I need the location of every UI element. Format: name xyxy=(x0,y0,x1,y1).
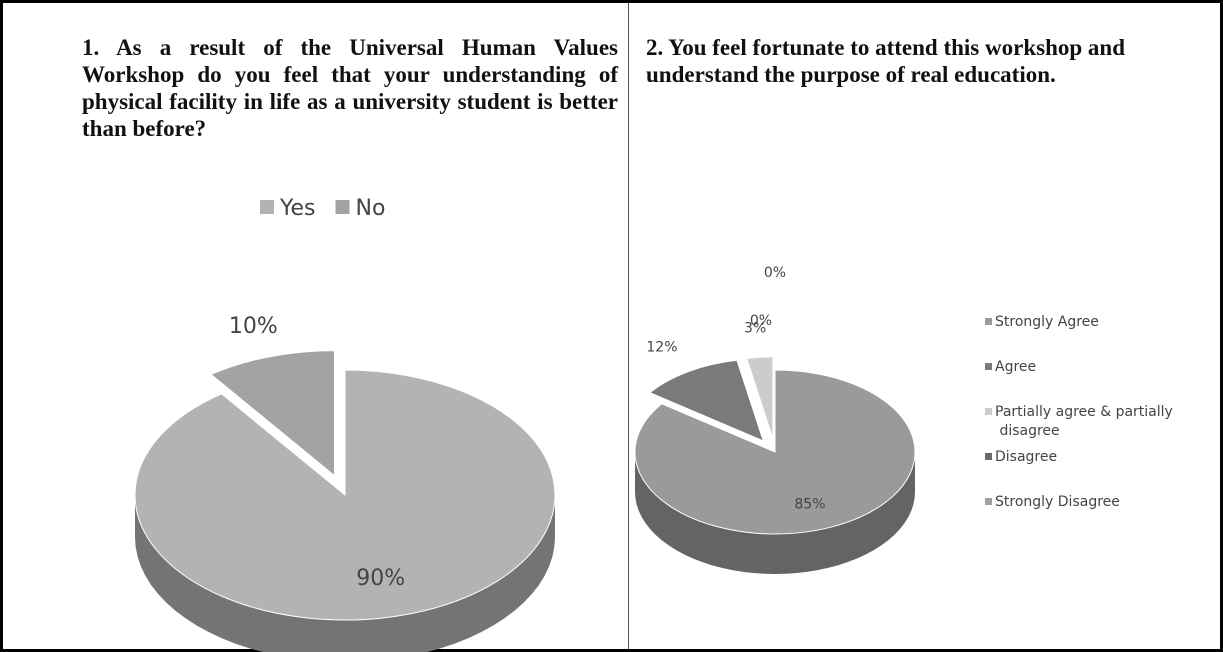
data-label: 12% xyxy=(646,339,677,355)
legend-swatch xyxy=(985,363,992,370)
legend-swatch xyxy=(260,200,274,214)
legend-swatch xyxy=(985,408,992,415)
pie-slice xyxy=(210,350,335,477)
data-label: 10% xyxy=(229,314,278,339)
pie-slice xyxy=(746,356,774,440)
data-label: 3% xyxy=(744,321,766,337)
legend-swatch xyxy=(985,453,992,460)
legend-label: Yes xyxy=(279,196,316,221)
legend-label: Strongly Agree xyxy=(995,314,1099,330)
legend-label: Strongly Disagree xyxy=(995,494,1120,510)
legend-swatch xyxy=(985,498,992,505)
pie-slice-side xyxy=(135,495,555,652)
legend-swatch xyxy=(985,318,992,325)
pie-slice xyxy=(648,359,765,442)
chart-title: 2. You feel fortunate to attend this wor… xyxy=(646,35,1125,87)
divider xyxy=(628,3,629,649)
pie-slice-side xyxy=(635,452,915,574)
pie-slice xyxy=(634,369,916,535)
data-label: 0% xyxy=(764,265,786,281)
legend-label: No xyxy=(356,196,386,221)
data-label: 0% xyxy=(750,313,772,329)
legend-label: Disagree xyxy=(995,449,1057,465)
legend-swatch xyxy=(335,200,350,214)
chart-title: 1. As a result of the Universal Human Va… xyxy=(82,35,618,141)
data-label: 85% xyxy=(794,496,825,512)
data-label: 90% xyxy=(356,566,405,591)
legend-label: Partially agree & partially disagree xyxy=(995,404,1173,439)
pie-slice xyxy=(134,369,556,621)
legend-label: Agree xyxy=(995,359,1036,375)
